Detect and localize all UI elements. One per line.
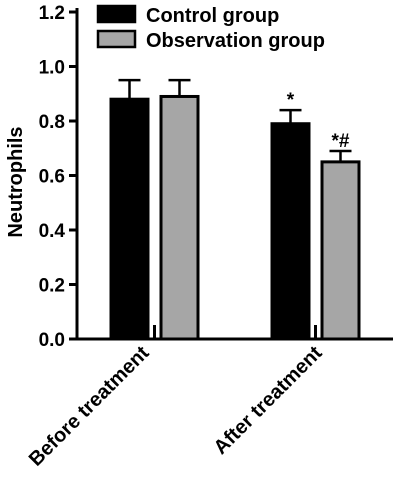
y-tick-label: 0.4 [39, 221, 66, 242]
y-tick-label: 0.6 [39, 167, 65, 188]
y-tick-label: 1.0 [39, 58, 65, 79]
bar-control-0 [109, 97, 150, 341]
significance-mark: *# [332, 131, 350, 152]
bar-observation-0 [159, 94, 200, 341]
x-category-label: After treatment [210, 342, 327, 459]
y-tick-label: 1.2 [39, 3, 65, 24]
legend-swatch-control [96, 4, 137, 24]
x-category-label: Before treatment [25, 342, 154, 471]
legend-label-control: Control group [146, 5, 279, 27]
y-tick-label: 0.0 [39, 330, 65, 351]
significance-mark: * [287, 90, 295, 111]
bars: * *# [109, 78, 361, 341]
y-axis-label: Neutrophils [5, 126, 27, 237]
legend-label-observation: Observation group [146, 30, 325, 52]
y-tick-label: 0.2 [39, 276, 65, 297]
bar-observation-1 [320, 160, 361, 341]
y-tick-label: 0.8 [39, 112, 65, 133]
bar-control-1 [270, 122, 311, 341]
legend-swatch-observation [96, 29, 137, 49]
legend: Control group Observation group [96, 4, 325, 52]
